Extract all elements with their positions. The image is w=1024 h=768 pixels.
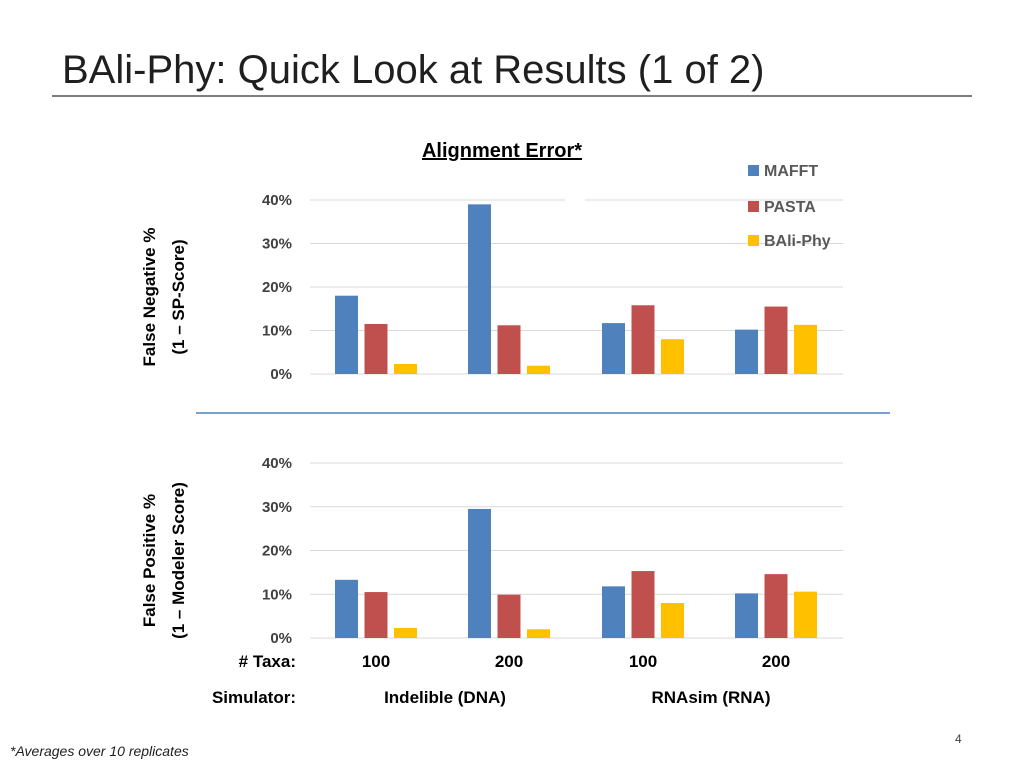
y-axis-subtitle: (1 – Modeler Score) xyxy=(169,482,188,639)
y-tick-label: 30% xyxy=(262,236,292,253)
legend-label: BAli-Phy xyxy=(764,233,831,250)
y-tick-label: 40% xyxy=(262,192,292,209)
bar xyxy=(764,574,788,638)
bar xyxy=(735,593,758,638)
legend-swatch xyxy=(748,235,759,246)
bar xyxy=(335,579,358,638)
bar xyxy=(497,325,521,374)
simulator-row-label: Simulator: xyxy=(212,688,296,707)
legend-swatch xyxy=(748,165,759,176)
y-tick-label: 10% xyxy=(262,586,292,603)
bar xyxy=(794,324,817,374)
bar xyxy=(364,592,388,638)
footnote: *Averages over 10 replicates xyxy=(10,743,189,759)
bar xyxy=(394,627,417,638)
legend-label: MAFFT xyxy=(764,163,818,180)
bar xyxy=(794,591,817,638)
bar xyxy=(364,323,388,374)
legend-swatch xyxy=(748,201,759,212)
y-tick-label: 40% xyxy=(262,455,292,472)
simulator-value-label: RNAsim (RNA) xyxy=(652,688,771,707)
y-tick-label: 0% xyxy=(270,366,292,383)
bar xyxy=(602,323,625,374)
bar xyxy=(335,295,358,374)
taxa-value-label: 200 xyxy=(762,652,790,671)
bar xyxy=(735,329,758,374)
bar xyxy=(394,363,417,374)
chart-title: Alignment Error* xyxy=(422,140,582,162)
title-divider xyxy=(52,95,972,97)
y-axis-subtitle: (1 – SP-Score) xyxy=(169,239,188,354)
y-tick-label: 0% xyxy=(270,630,292,647)
simulator-value-label: Indelible (DNA) xyxy=(384,688,506,707)
bar xyxy=(661,339,684,374)
bar xyxy=(631,305,655,374)
y-tick-label: 30% xyxy=(262,499,292,516)
bar xyxy=(602,586,625,638)
bar xyxy=(631,571,655,638)
slide-title: BAli-Phy: Quick Look at Results (1 of 2) xyxy=(62,48,765,92)
bar xyxy=(468,204,491,374)
y-axis-title: False Negative % xyxy=(140,228,159,367)
bar xyxy=(661,603,684,638)
taxa-value-label: 100 xyxy=(629,652,657,671)
bar xyxy=(764,306,788,374)
y-tick-label: 20% xyxy=(262,279,292,296)
taxa-value-label: 200 xyxy=(495,652,523,671)
taxa-value-label: 100 xyxy=(362,652,390,671)
legend-label: PASTA xyxy=(764,199,816,216)
bar xyxy=(527,365,550,374)
page-number: 4 xyxy=(955,732,962,746)
y-tick-label: 10% xyxy=(262,323,292,340)
bar xyxy=(527,629,550,638)
y-axis-title: False Positive % xyxy=(140,494,159,627)
bar xyxy=(497,594,521,638)
y-tick-label: 20% xyxy=(262,543,292,560)
bar xyxy=(468,508,491,638)
taxa-row-label: # Taxa: xyxy=(239,652,296,671)
